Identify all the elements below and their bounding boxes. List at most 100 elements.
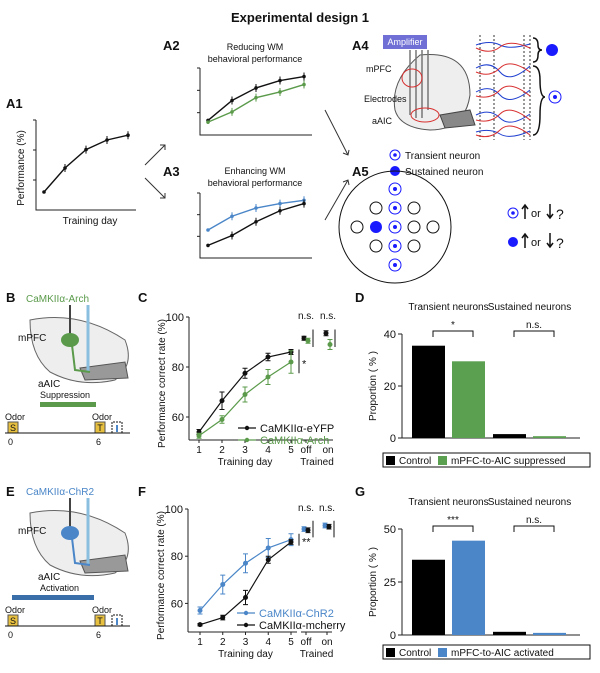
a5-question: or ? or ? xyxy=(507,203,564,251)
sustained-neuron-icon xyxy=(546,44,558,56)
c-data-point xyxy=(301,335,307,341)
b-time-6: 6 xyxy=(96,437,101,447)
spike-traces xyxy=(475,35,531,140)
panel-label-e: E xyxy=(6,484,15,499)
g-ylabel: Proportion ( % ) xyxy=(368,547,379,617)
f-xtick-label: off xyxy=(301,637,312,648)
a3-point xyxy=(254,206,258,210)
c-data-point xyxy=(327,342,333,347)
f-data-point xyxy=(265,557,271,563)
f-data-point xyxy=(220,615,226,621)
g-sig-label: n.s. xyxy=(526,515,542,526)
f-data-point xyxy=(322,523,328,529)
b-sample: S xyxy=(10,423,16,433)
c-xtick-label: 1 xyxy=(196,445,202,456)
b-test: T xyxy=(97,423,103,433)
unlabeled-neuron-dot xyxy=(407,239,421,253)
a3-point xyxy=(278,201,282,206)
a3-point xyxy=(278,208,282,213)
panel-label-b: B xyxy=(6,290,15,305)
c-xtick-label: 5 xyxy=(288,445,294,456)
a5-neuron-array xyxy=(338,170,452,284)
d-ytick-label: 20 xyxy=(384,381,396,393)
g-bar-control xyxy=(493,631,526,635)
d-bar-treated xyxy=(533,436,566,438)
b-odor2: Odor xyxy=(92,412,112,422)
figure-title: Experimental design 1 xyxy=(231,10,369,25)
f-xlabel-trained: Trained xyxy=(300,649,334,660)
c-data-point xyxy=(305,338,311,344)
unlabeled-neuron-dot xyxy=(369,239,383,253)
e-aaic-label: aAIC xyxy=(38,572,60,583)
g-bar-control xyxy=(412,559,445,635)
a3-point xyxy=(206,228,210,232)
a1-axes xyxy=(35,120,136,211)
c-legend-label: CaMKIIα-Arch xyxy=(260,435,329,447)
a2-title-line1: Reducing WM xyxy=(227,42,284,52)
a2-point xyxy=(278,78,282,83)
or-text-2: or xyxy=(531,237,541,249)
transient-neuron-center xyxy=(393,263,397,267)
f-legend-marker xyxy=(243,610,249,616)
b-schematic: CaMKIIα-Arch mPFC aAIC Suppression Odor … xyxy=(5,294,130,447)
f-data-point xyxy=(243,595,248,600)
a3-title-line2: behavioral performance xyxy=(208,178,303,188)
e-manipulation-label: Activation xyxy=(40,583,79,593)
unlabeled-neuron-dot xyxy=(407,220,421,234)
f-ylabel: Performance correct rate (%) xyxy=(156,511,167,640)
a3-point xyxy=(230,214,234,219)
transient-neuron-center xyxy=(393,225,397,229)
b-construct-label: CaMKIIα-Arch xyxy=(26,294,89,305)
f-ytick-label: 80 xyxy=(171,551,183,563)
b-aaic-label: aAIC xyxy=(38,379,60,390)
d-legend-swatch-treated xyxy=(438,456,447,465)
f-data-point xyxy=(326,524,332,530)
f-sig-off: n.s. xyxy=(298,503,314,514)
d-legend-box xyxy=(382,452,591,468)
a1-point xyxy=(42,190,46,194)
d-ytick-label: 40 xyxy=(384,329,396,341)
flow-arrows xyxy=(144,109,350,221)
e-sample: S xyxy=(10,616,16,626)
d-legend-swatch-control xyxy=(386,456,395,465)
f-xtick-label: on xyxy=(321,637,332,648)
g-legend-swatch-treated xyxy=(438,648,447,657)
g-bar-treated xyxy=(533,632,566,635)
a2-point xyxy=(230,110,234,114)
c-data-point xyxy=(265,354,271,360)
panel-label-f: F xyxy=(138,484,146,499)
f-ytick-label: 60 xyxy=(171,598,183,610)
c-data-point xyxy=(288,359,294,365)
g-legend-label-control: Control xyxy=(399,648,431,659)
d-ylabel: Proportion ( % ) xyxy=(368,351,379,421)
f-ytick-label: 100 xyxy=(165,504,183,516)
c-ytick-label: 60 xyxy=(172,412,184,424)
f-legend-marker xyxy=(243,622,249,628)
e-odor2: Odor xyxy=(92,605,112,615)
or-text-1: or xyxy=(531,208,541,220)
amplifier-box xyxy=(383,35,427,49)
activation-bar xyxy=(12,595,94,600)
panel-label-a2: A2 xyxy=(163,38,180,53)
a1-point xyxy=(84,147,88,152)
a1-ylabel: Performance (%) xyxy=(16,130,27,206)
f-xtick-label: 3 xyxy=(243,637,249,648)
d-sig-bracket xyxy=(432,330,474,337)
g-ytick-label: 25 xyxy=(384,577,396,589)
panel-label-g: G xyxy=(355,484,365,499)
f-data-point xyxy=(197,622,203,628)
f-data-point xyxy=(243,560,248,566)
d-sig-label: n.s. xyxy=(526,320,542,331)
c-xtick-label: off xyxy=(301,445,312,456)
c-data-point xyxy=(196,433,202,439)
c-data-point xyxy=(265,374,271,380)
d-bar-control xyxy=(493,434,526,438)
a2-point xyxy=(278,90,282,94)
g-ytick-label: 0 xyxy=(390,630,396,642)
e-mpfc-label: mPFC xyxy=(18,526,46,537)
c-data-point xyxy=(242,370,248,376)
f-data-point xyxy=(197,607,203,613)
d-legend-label-treated: mPFC-to-AIC suppressed xyxy=(451,456,565,467)
g-ytick-label: 50 xyxy=(384,524,396,536)
a4-mpfc-label: mPFC xyxy=(366,64,392,74)
